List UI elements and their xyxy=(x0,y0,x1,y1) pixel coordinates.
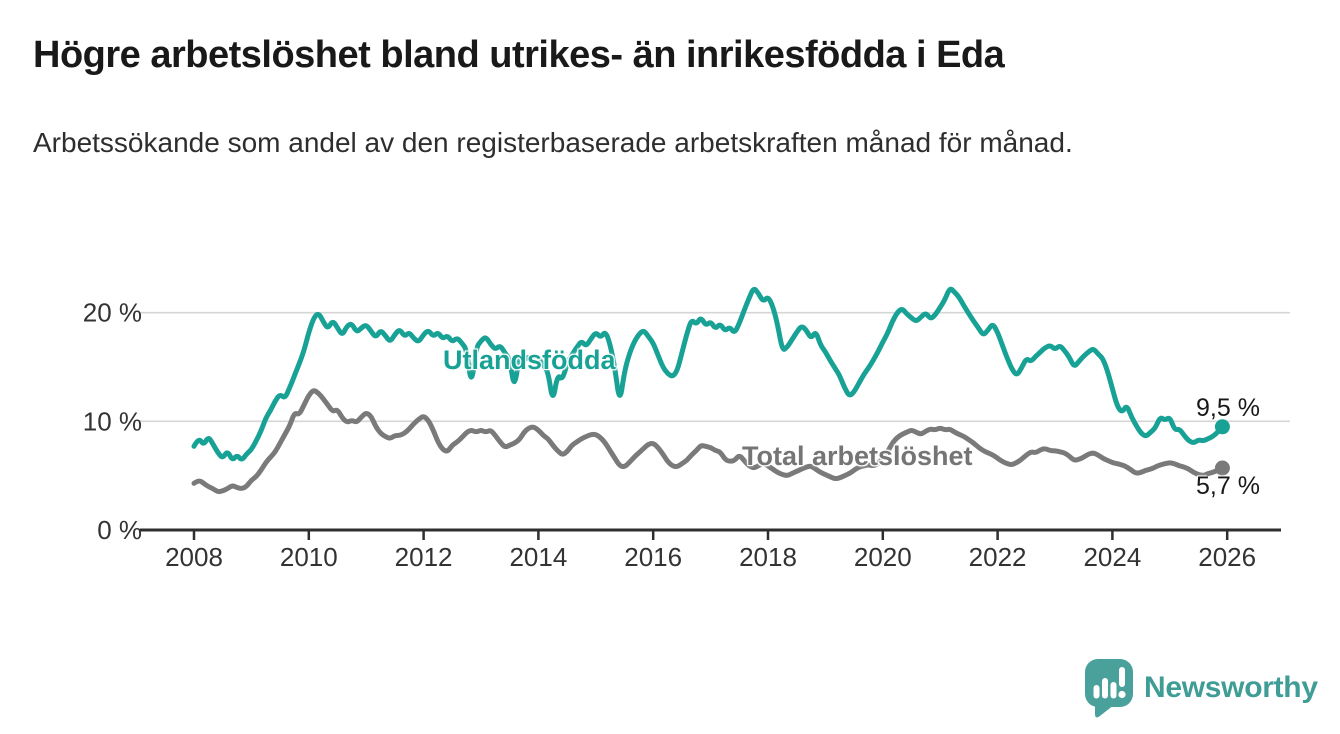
newsworthy-logo-icon xyxy=(1085,659,1133,718)
series-label-total-arbetsloshet: Total arbetslöshet xyxy=(742,441,973,471)
brand-name: Newsworthy xyxy=(1144,671,1318,704)
x-axis-tick-label: 2014 xyxy=(509,542,567,572)
end-point-total-arbetsl-shet xyxy=(1214,460,1230,476)
x-axis-tick-label: 2016 xyxy=(624,542,682,572)
x-axis-tick-label: 2026 xyxy=(1198,542,1256,572)
y-axis-tick-label: 20 % xyxy=(83,298,142,328)
series-line-utlandsf-dda xyxy=(191,286,1225,462)
end-value-label-total: 5,7 % xyxy=(1196,472,1260,500)
chart-subtitle: Arbetssökande som andel av den registerb… xyxy=(33,127,1073,158)
page-title: Högre arbetslöshet bland utrikes- än inr… xyxy=(33,34,1005,76)
y-axis-tick-label: 0 % xyxy=(97,515,142,545)
y-axis-tick-label: 10 % xyxy=(83,406,142,436)
x-axis-tick-label: 2020 xyxy=(854,542,912,572)
series-line-total-arbetsl-shet xyxy=(191,388,1225,495)
x-axis-tick-label: 2010 xyxy=(280,542,338,572)
x-axis-tick-label: 2024 xyxy=(1083,542,1141,572)
x-axis-tick-label: 2022 xyxy=(969,542,1027,572)
x-axis-tick-label: 2008 xyxy=(165,542,223,572)
x-axis-tick-label: 2018 xyxy=(739,542,797,572)
end-value-label-utlandsfodda: 9,5 % xyxy=(1196,394,1260,422)
end-point-utlandsf-dda xyxy=(1214,419,1230,435)
x-axis-tick-label: 2012 xyxy=(395,542,453,572)
series-label-utlandsfodda: Utlandsfödda xyxy=(443,345,616,375)
newsworthy-logo: Newsworthy xyxy=(1083,656,1318,720)
